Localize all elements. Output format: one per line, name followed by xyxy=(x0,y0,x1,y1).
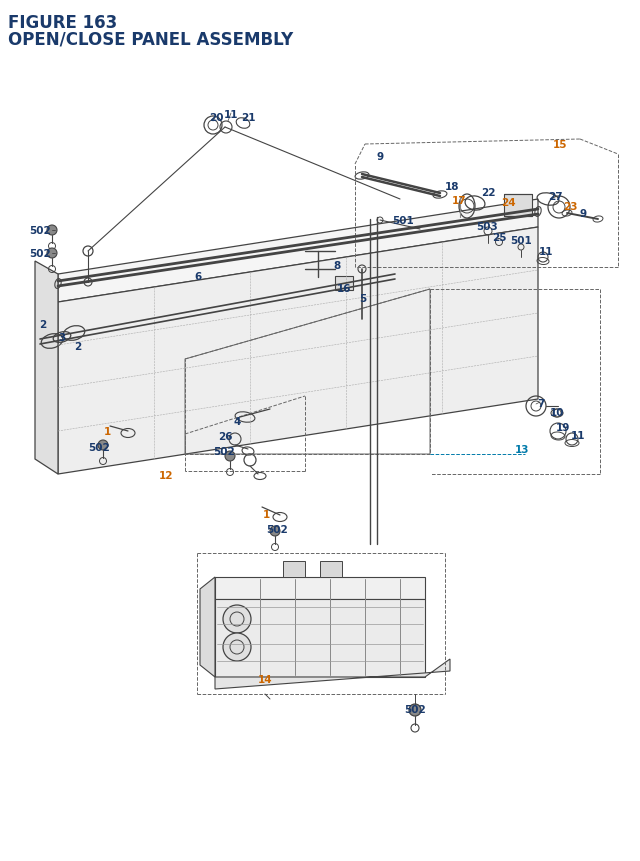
Text: 9: 9 xyxy=(376,152,383,162)
Text: 502: 502 xyxy=(266,524,288,535)
Polygon shape xyxy=(215,578,425,599)
Text: 15: 15 xyxy=(553,139,567,150)
Text: 22: 22 xyxy=(481,188,495,198)
Text: 502: 502 xyxy=(404,704,426,714)
Text: 1: 1 xyxy=(262,510,269,519)
Text: 10: 10 xyxy=(550,407,564,418)
Text: 17: 17 xyxy=(452,195,467,206)
Circle shape xyxy=(270,526,280,536)
Text: 27: 27 xyxy=(548,192,563,201)
Text: 24: 24 xyxy=(500,198,515,208)
Bar xyxy=(320,561,342,578)
Text: 5: 5 xyxy=(360,294,367,304)
Text: 7: 7 xyxy=(538,399,545,408)
Circle shape xyxy=(409,704,421,716)
Circle shape xyxy=(223,633,251,661)
Text: 18: 18 xyxy=(445,182,460,192)
Text: 21: 21 xyxy=(241,113,255,123)
Text: 1: 1 xyxy=(104,426,111,437)
Text: 503: 503 xyxy=(476,222,498,232)
Text: 25: 25 xyxy=(492,232,506,243)
Text: 11: 11 xyxy=(224,110,238,120)
Text: 20: 20 xyxy=(209,113,223,123)
Polygon shape xyxy=(200,578,215,678)
Text: 6: 6 xyxy=(195,272,202,282)
Text: 12: 12 xyxy=(159,470,173,480)
Polygon shape xyxy=(58,228,538,474)
Text: 4: 4 xyxy=(234,417,241,426)
Bar xyxy=(504,195,532,217)
Text: 19: 19 xyxy=(556,423,570,432)
Text: 16: 16 xyxy=(337,283,351,294)
Text: 501: 501 xyxy=(392,216,414,226)
Circle shape xyxy=(47,226,57,236)
Circle shape xyxy=(47,249,57,258)
Text: 502: 502 xyxy=(29,226,51,236)
Polygon shape xyxy=(215,660,450,689)
Circle shape xyxy=(223,605,251,633)
Text: OPEN/CLOSE PANEL ASSEMBLY: OPEN/CLOSE PANEL ASSEMBLY xyxy=(8,30,293,48)
Polygon shape xyxy=(215,599,425,678)
Text: 2: 2 xyxy=(40,319,47,330)
Circle shape xyxy=(98,441,108,450)
Text: 11: 11 xyxy=(539,247,553,257)
Polygon shape xyxy=(58,200,538,303)
Circle shape xyxy=(225,451,235,461)
Text: 9: 9 xyxy=(579,208,587,219)
Polygon shape xyxy=(35,262,58,474)
Text: 8: 8 xyxy=(333,261,340,270)
Text: 13: 13 xyxy=(515,444,529,455)
Text: 11: 11 xyxy=(571,430,585,441)
Text: 501: 501 xyxy=(510,236,532,245)
Bar xyxy=(283,561,305,578)
Text: 23: 23 xyxy=(563,201,577,212)
Text: FIGURE 163: FIGURE 163 xyxy=(8,14,117,32)
Text: 502: 502 xyxy=(213,447,235,456)
Text: 502: 502 xyxy=(88,443,110,453)
Bar xyxy=(335,276,353,291)
Text: 14: 14 xyxy=(258,674,272,684)
Text: 502: 502 xyxy=(29,249,51,258)
Text: 2: 2 xyxy=(74,342,82,351)
Text: 26: 26 xyxy=(218,431,232,442)
Text: 3: 3 xyxy=(58,332,66,343)
